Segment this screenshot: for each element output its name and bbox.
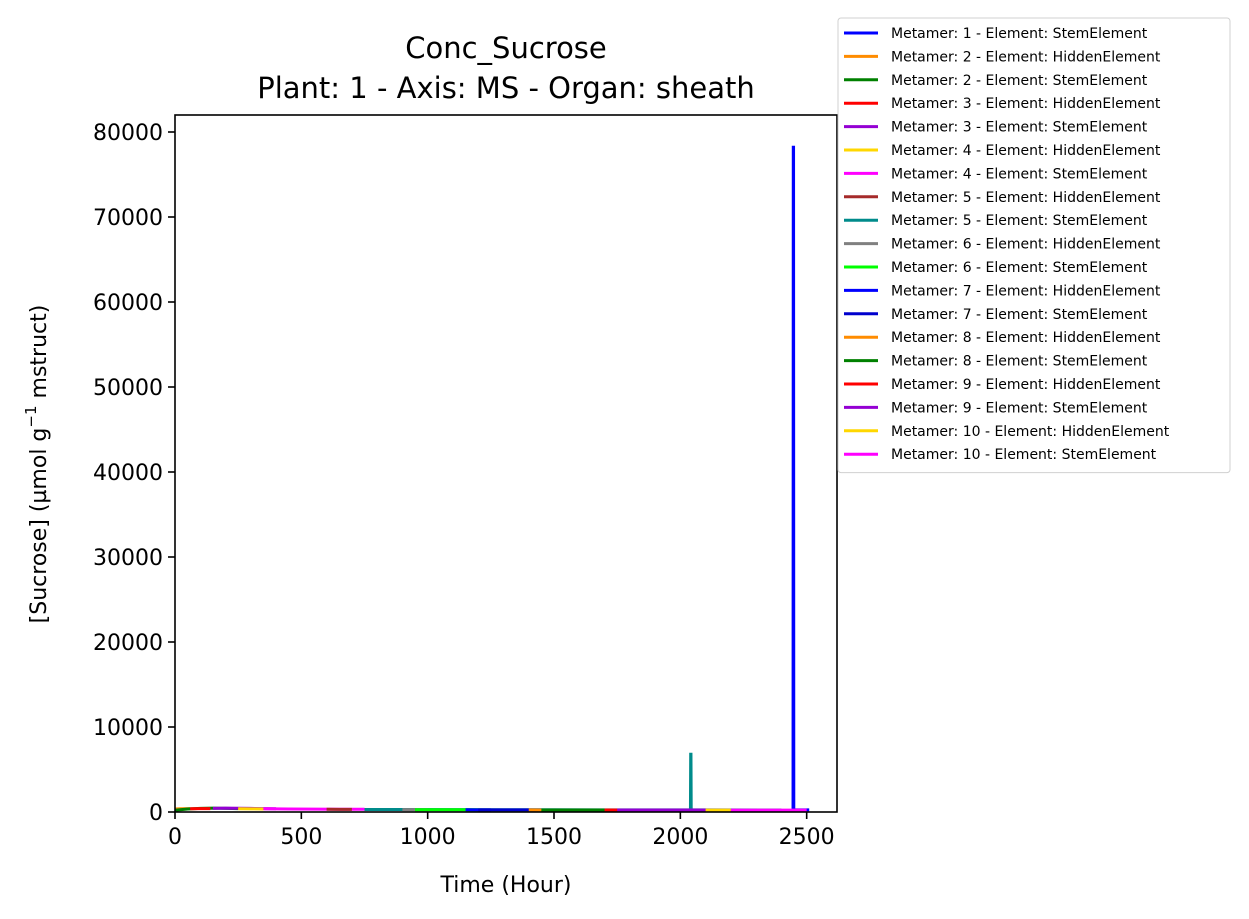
y-axis-label-sup: −1: [22, 405, 40, 427]
y-tick-label: 70000: [93, 206, 163, 231]
legend-entry: Metamer: 9 - Element: HiddenElement: [891, 377, 1161, 393]
legend-entry: Metamer: 8 - Element: StemElement: [891, 354, 1148, 370]
y-tick-label: 20000: [93, 631, 163, 656]
y-tick-label: 80000: [93, 121, 163, 146]
chart-subtitle: Plant: 1 - Axis: MS - Organ: sheath: [257, 71, 755, 105]
x-tick-label: 2500: [779, 825, 835, 850]
x-tick-label: 0: [168, 825, 182, 850]
legend-entry: Metamer: 10 - Element: HiddenElement: [891, 424, 1170, 440]
legend-entry: Metamer: 10 - Element: StemElement: [891, 447, 1157, 463]
x-tick-label: 500: [280, 825, 322, 850]
legend-frame: [837, 17, 1231, 474]
x-tick-label: 2000: [652, 825, 708, 850]
y-axis-label-tail: mstruct): [27, 305, 52, 406]
legend-entry: Metamer: 5 - Element: HiddenElement: [891, 190, 1161, 206]
x-tick-label: 1000: [400, 825, 456, 850]
legend-entry: Metamer: 2 - Element: StemElement: [891, 73, 1148, 89]
legend-entry: Metamer: 6 - Element: StemElement: [891, 260, 1148, 276]
legend-entry: Metamer: 5 - Element: StemElement: [891, 213, 1148, 229]
y-tick-label: 0: [149, 801, 163, 826]
x-tick-label: 1500: [526, 825, 582, 850]
y-axis-label-main: [Sucrose] (µmol g: [27, 428, 52, 624]
legend-entry: Metamer: 1 - Element: StemElement: [891, 26, 1148, 42]
y-axis-label: [Sucrose] (µmol g−1 mstruct): [22, 305, 52, 624]
legend-entry: Metamer: 3 - Element: StemElement: [891, 120, 1148, 136]
axes: 0 500 1000 1500 2000 2500 0 10000 20000 30000 4000…: [93, 114, 838, 850]
y-tick-label: 40000: [93, 461, 163, 486]
y-tick-label: 10000: [93, 716, 163, 741]
legend-entry: Metamer: 4 - Element: StemElement: [891, 166, 1148, 182]
legend: Metamer: 1 - Element: StemElement Metamer…: [837, 17, 1231, 474]
y-tick-label: 50000: [93, 376, 163, 401]
legend-entry: Metamer: 2 - Element: HiddenElement: [891, 49, 1161, 65]
plot-area: [174, 145, 810, 812]
legend-entry: Metamer: 8 - Element: HiddenElement: [891, 330, 1161, 346]
legend-entry: Metamer: 7 - Element: StemElement: [891, 307, 1148, 323]
legend-entry: Metamer: 7 - Element: HiddenElement: [891, 283, 1161, 299]
y-tick-label: 30000: [93, 546, 163, 571]
y-tick-label: 60000: [93, 291, 163, 316]
legend-entry: Metamer: 6 - Element: HiddenElement: [891, 237, 1161, 253]
series-line-1: [791, 145, 810, 812]
series-line-9: [364, 752, 782, 812]
legend-entry: Metamer: 4 - Element: HiddenElement: [891, 143, 1161, 159]
legend-entry: Metamer: 3 - Element: HiddenElement: [891, 96, 1161, 112]
chart-title: Conc_Sucrose: [405, 31, 607, 65]
axes-frame: [174, 114, 838, 813]
legend-entry: Metamer: 9 - Element: StemElement: [891, 400, 1148, 416]
x-axis-label: Time (Hour): [440, 873, 572, 898]
